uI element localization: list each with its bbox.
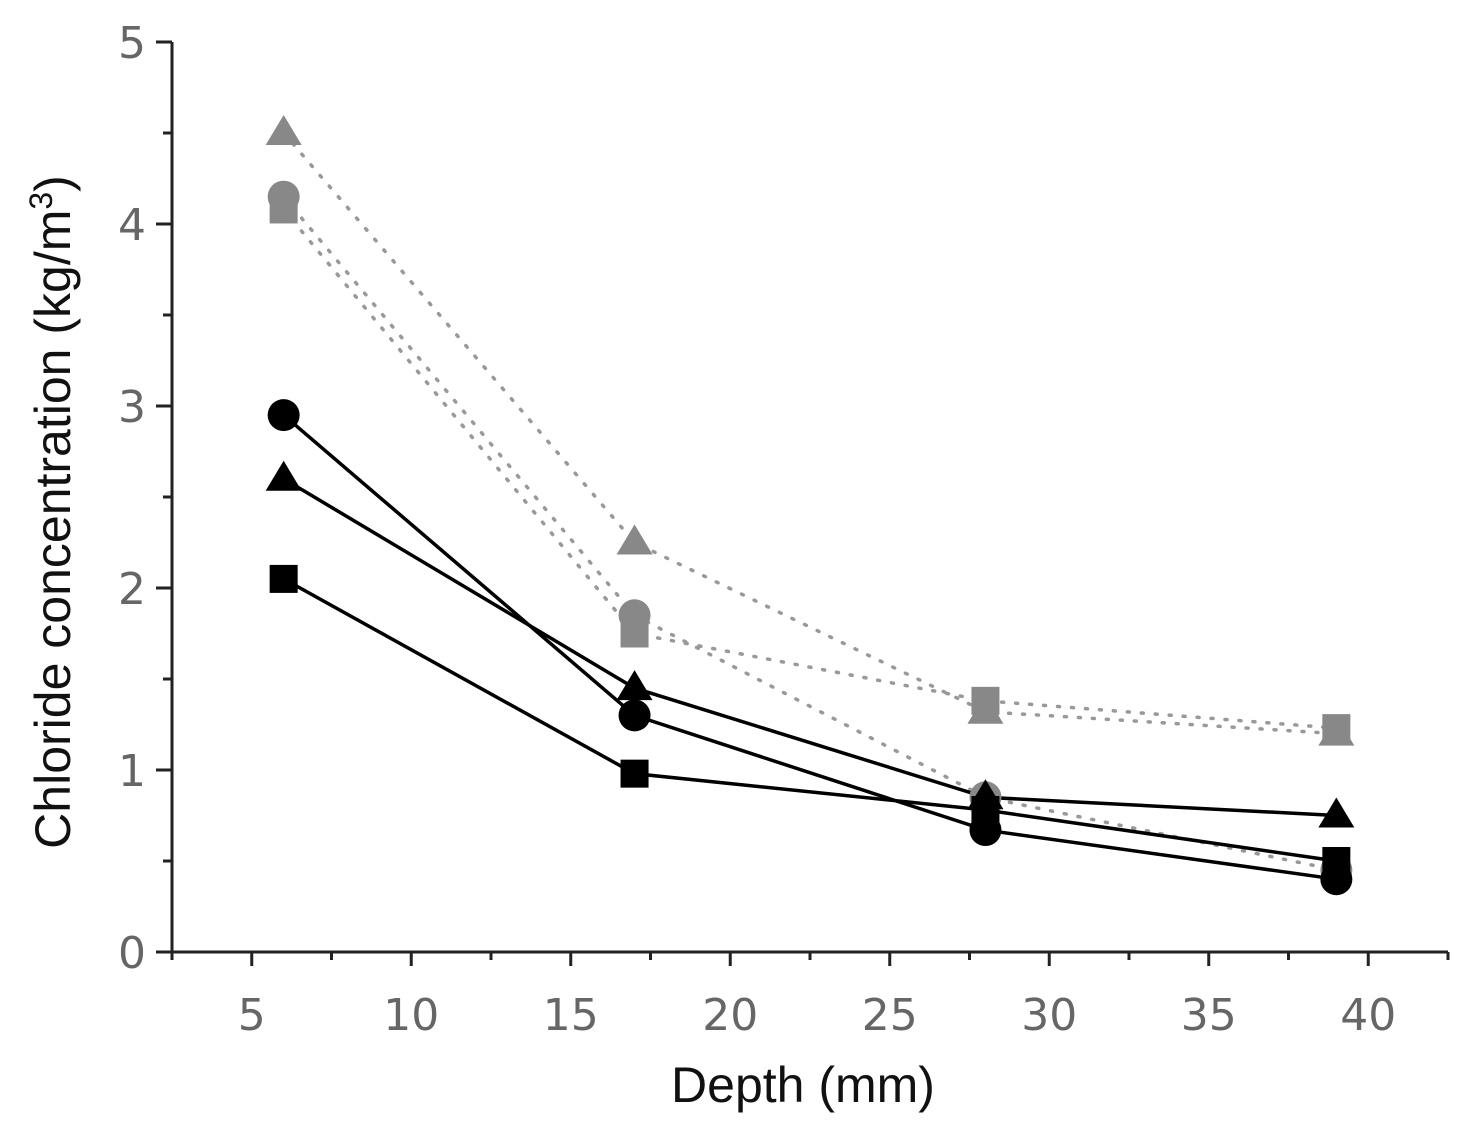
x-tick-label: 15 xyxy=(543,990,599,1041)
series-markers xyxy=(265,115,1355,896)
series-line-gray-square xyxy=(281,207,1339,730)
marker-black-circle xyxy=(618,699,651,732)
marker-black-triangle xyxy=(616,670,653,701)
marker-gray-square xyxy=(620,619,649,648)
marker-black-square xyxy=(1322,847,1351,875)
y-axis-label-main: Chloride concentration (kg/m xyxy=(25,210,81,849)
y-tick-label: 2 xyxy=(118,564,146,615)
marker-gray-triangle xyxy=(265,115,302,145)
axes xyxy=(170,42,1448,954)
y-tick-label: 5 xyxy=(118,18,146,69)
marker-gray-square xyxy=(971,686,1000,715)
ticks: 5 10 15 20 25 30 35 40 0 1 2 3 4 5 xyxy=(118,18,1450,1041)
x-tick-label: 35 xyxy=(1181,990,1237,1041)
marker-black-square xyxy=(620,759,649,788)
marker-gray-square xyxy=(269,195,298,224)
series-line-black-square xyxy=(282,577,1337,863)
marker-black-triangle xyxy=(265,460,302,491)
marker-black-square xyxy=(269,564,298,593)
series-line-gray-circle xyxy=(281,194,1339,872)
y-axis-label-close: ) xyxy=(25,175,81,192)
x-tick-label: 40 xyxy=(1340,990,1396,1041)
marker-black-square xyxy=(971,796,1000,825)
x-tick-label: 20 xyxy=(702,990,758,1041)
x-axis-label: Depth (mm) xyxy=(671,1057,935,1113)
series-line-black-circle xyxy=(282,413,1337,881)
x-tick-label: 10 xyxy=(383,990,439,1041)
marker-gray-square xyxy=(1322,714,1351,743)
y-tick-label: 3 xyxy=(118,382,146,433)
series-lines xyxy=(281,131,1339,881)
y-tick-label: 1 xyxy=(118,746,146,797)
marker-black-circle xyxy=(267,399,300,432)
marker-gray-triangle xyxy=(616,524,653,555)
marker-black-triangle xyxy=(1318,797,1355,828)
series-line-black-triangle xyxy=(282,477,1337,818)
y-tick-label: 0 xyxy=(118,928,146,979)
y-axis-label: Chloride concentration (kg/m3) xyxy=(23,175,81,849)
y-tick-label: 4 xyxy=(118,200,146,251)
y-axis-label-superscript: 3 xyxy=(23,192,59,210)
series-line-gray-triangle xyxy=(281,131,1339,736)
x-tick-label: 5 xyxy=(238,990,266,1041)
x-tick-label: 30 xyxy=(1021,990,1077,1041)
x-tick-label: 25 xyxy=(862,990,918,1041)
